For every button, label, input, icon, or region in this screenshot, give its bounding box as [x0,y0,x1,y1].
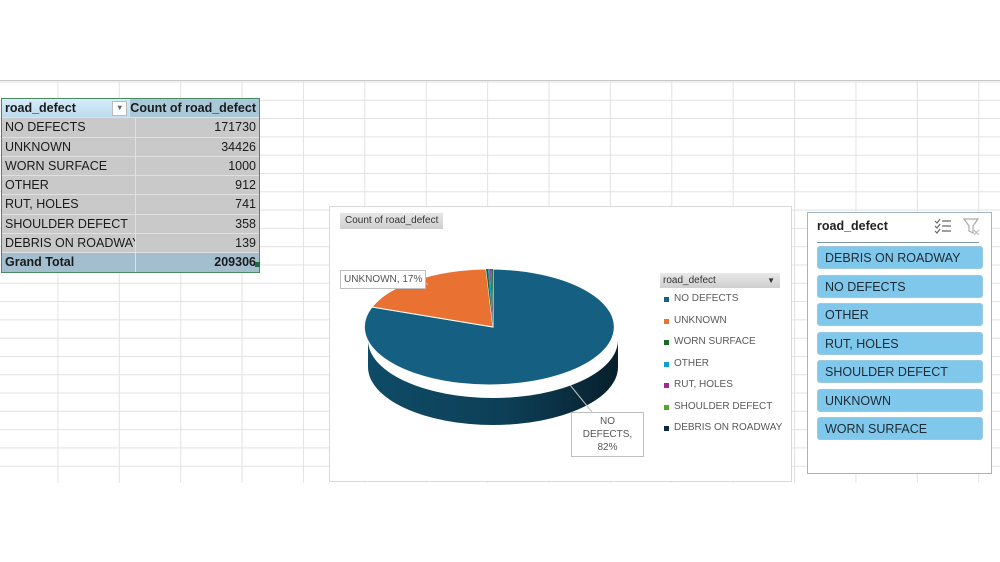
data-label-unknown[interactable]: UNKNOWN, 17% [340,270,427,289]
row-label[interactable]: OTHER [2,176,136,195]
legend-field-button[interactable]: road_defect ▼ [660,273,780,288]
pivot-row[interactable]: UNKNOWN 34426 [2,137,259,157]
row-value[interactable]: 358 [235,216,256,231]
slicer-item[interactable]: DEBRIS ON ROADWAY [817,246,983,269]
row-value[interactable]: 171730 [214,120,256,135]
row-label[interactable]: WORN SURFACE [2,156,136,176]
slice-other[interactable] [488,268,493,327]
pivot-header-value-label[interactable]: Count of road_defect [130,99,259,118]
row-label[interactable]: UNKNOWN [2,137,136,156]
pivot-table[interactable]: road_defect ▾ Count of road_defect NO DE… [1,98,260,273]
row-value[interactable]: 139 [235,236,256,251]
data-label-no-defects[interactable]: NO DEFECTS, 82% [571,412,644,457]
row-value[interactable]: 1000 [228,158,256,173]
slice-no-defects[interactable] [363,268,615,386]
row-label[interactable]: NO DEFECTS [2,118,136,137]
value-field-button[interactable]: Count of road_defect [340,213,444,229]
pivot-row[interactable]: NO DEFECTS 171730 [2,118,259,138]
legend-item[interactable]: NO DEFECTS [664,292,782,314]
legend-swatch-icon [664,297,669,302]
legend-item[interactable]: SHOULDER DEFECT [664,400,782,422]
slicer-item[interactable]: RUT, HOLES [817,331,983,355]
slicer-item[interactable]: WORN SURFACE [817,417,983,440]
row-label[interactable]: SHOULDER DEFECT [2,214,136,234]
grand-total-label[interactable]: Grand Total [2,253,136,272]
selection-fill-handle[interactable] [255,262,260,267]
row-value[interactable]: 34426 [221,139,256,154]
legend-swatch-icon [664,383,669,388]
pie-side [368,340,618,425]
row-value[interactable]: 912 [235,178,256,193]
pivot-row[interactable]: OTHER 912 [2,176,259,196]
slicer-item[interactable]: SHOULDER DEFECT [817,360,983,383]
sort-filter-icon[interactable]: ▾ [112,101,128,116]
pivot-chart[interactable]: Count of road_defect UNKNOWN, 17% NO DEF… [329,206,792,482]
pivot-header-row-label[interactable]: road_defect ▾ [2,99,131,118]
pivot-row[interactable]: SHOULDER DEFECT 358 [2,214,259,235]
slicer-road-defect[interactable]: road_defect DEBRIS ON ROADWAY NO DEFECTS… [807,212,992,474]
dropdown-arrow-icon: ▼ [767,276,775,285]
slicer-item[interactable]: OTHER [817,303,983,326]
slicer-items: DEBRIS ON ROADWAY NO DEFECTS OTHER RUT, … [817,246,983,446]
slicer-item[interactable]: UNKNOWN [817,388,983,412]
pie-chart-3d[interactable] [330,207,791,481]
legend-item[interactable]: DEBRIS ON ROADWAY [664,421,782,443]
pivot-header-row: road_defect ▾ Count of road_defect [2,99,259,119]
multi-select-icon[interactable] [934,218,952,237]
pivot-row[interactable]: RUT, HOLES 741 [2,195,259,215]
slice-rut-holes[interactable] [490,268,493,327]
legend-item[interactable]: WORN SURFACE [664,335,782,357]
row-value[interactable]: 741 [235,197,256,212]
legend-swatch-icon [664,318,669,324]
chart-legend: NO DEFECTS UNKNOWN WORN SURFACE OTHER RU… [664,292,782,443]
slicer-title: road_defect [817,219,888,233]
legend-swatch-icon [664,426,669,431]
legend-item[interactable]: OTHER [664,357,782,379]
legend-item[interactable]: UNKNOWN [664,314,782,336]
slice-debris[interactable] [492,268,494,327]
slicer-divider [817,242,979,243]
legend-swatch-icon [664,340,669,345]
legend-swatch-icon [664,404,669,410]
pivot-grand-total-row[interactable]: Grand Total 209306 [2,253,259,272]
row-label[interactable]: DEBRIS ON ROADWAY [2,234,136,253]
legend-swatch-icon [664,361,669,367]
pivot-row[interactable]: DEBRIS ON ROADWAY 139 [2,234,259,254]
slice-shoulder-defect[interactable] [491,268,494,327]
grand-total-value[interactable]: 209306 [214,255,256,270]
pivot-row[interactable]: WORN SURFACE 1000 [2,156,259,177]
row-label[interactable]: RUT, HOLES [2,195,136,214]
slice-worn-surface[interactable] [486,268,493,327]
clear-filter-icon[interactable] [962,218,981,239]
legend-item[interactable]: RUT, HOLES [664,378,782,400]
slicer-item[interactable]: NO DEFECTS [817,274,983,298]
